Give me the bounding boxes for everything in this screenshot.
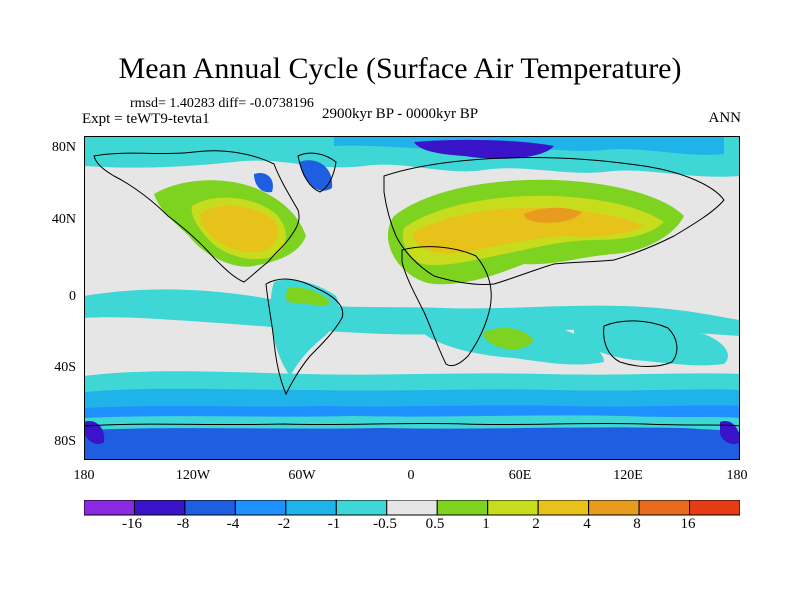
eurasia-coastline	[383, 156, 725, 285]
south-america-coastline	[265, 278, 344, 396]
antarctic-navy-patch-east	[720, 420, 740, 445]
coastlines	[84, 150, 740, 427]
colorbar-label-2: 2	[532, 516, 540, 532]
tropical-cyan-band	[84, 289, 740, 336]
colorbar-swatch-7	[436, 500, 489, 516]
colorbar-label-minus16: -16	[122, 516, 142, 532]
map-frame	[84, 136, 740, 460]
north-america-gold-region	[200, 205, 278, 253]
colorbar	[84, 500, 740, 516]
colorbar-swatch-2	[184, 500, 236, 516]
antarctica-coastline	[84, 422, 740, 427]
africa-coastline	[401, 246, 492, 367]
lat-label-40s: 40S	[54, 360, 76, 375]
colorbar-label-8: 8	[633, 516, 641, 532]
lon-label-180e: 180	[726, 468, 748, 483]
lon-label-120e: 120E	[613, 468, 643, 483]
lon-label-0: 0	[407, 468, 415, 483]
temperature-anomaly-map	[84, 136, 740, 460]
period-label: 2900kyr BP - 0000kyr BP	[321, 106, 479, 122]
colorbar-label-1: 1	[482, 516, 490, 532]
colorbar-swatch-0	[84, 500, 135, 516]
season-label: ANN	[708, 110, 742, 126]
greenland-blue-patch	[299, 160, 333, 191]
central-asia-orange-patch	[524, 207, 582, 223]
lat-label-0: 0	[69, 289, 76, 304]
lat-label-80n: 80N	[51, 140, 76, 155]
colorbar-label-minus2: -2	[277, 516, 291, 532]
plot-title: Mean Annual Cycle (Surface Air Temperatu…	[118, 52, 682, 85]
colorbar-swatch-11	[638, 500, 691, 516]
australia-cyan-region	[574, 324, 728, 366]
colorbar-label-0-5: 0.5	[425, 516, 445, 532]
experiment-label: Expt = teWT9-tevta1	[82, 111, 210, 127]
lon-label-60e: 60E	[508, 468, 532, 483]
colorbar-swatch-9	[537, 500, 590, 516]
south-africa-green-patch	[483, 327, 534, 350]
colorbar-label-16: 16	[680, 516, 696, 532]
colorbar-swatch-1	[133, 500, 186, 516]
colorbar-label-minus0-5: -0.5	[373, 516, 397, 532]
colorbar-swatch-6	[386, 500, 438, 516]
antarctic-navy-patch-west	[84, 420, 105, 445]
australia-coastline	[603, 320, 678, 367]
lat-label-40n: 40N	[51, 212, 76, 227]
colorbar-label-minus4: -4	[226, 516, 240, 532]
colorbar-swatch-10	[588, 500, 640, 516]
lon-label-60w: 60W	[288, 468, 316, 483]
rmsd-diff-stats: rmsd= 1.40283 diff= -0.0738196	[130, 96, 314, 111]
colorbar-swatch-4	[285, 500, 337, 516]
colorbar-label-minus1: -1	[327, 516, 341, 532]
canada-blue-patch	[254, 172, 273, 193]
antarctic-deep-blue-region	[84, 427, 740, 460]
colorbar-swatch-12	[689, 500, 740, 516]
arctic-navy-patch	[414, 139, 554, 159]
north-america-coastline	[93, 150, 300, 283]
colorbar-swatch-3	[234, 500, 287, 516]
colorbar-label-minus8: -8	[176, 516, 190, 532]
greenland-coastline	[297, 152, 337, 193]
lon-label-180w: 180	[73, 468, 95, 483]
lon-label-120w: 120W	[175, 468, 211, 483]
lat-label-80s: 80S	[54, 434, 76, 449]
colorbar-swatch-8	[487, 500, 539, 516]
colorbar-label-4: 4	[583, 516, 591, 532]
eurasia-gold-region	[413, 207, 644, 254]
colorbar-swatch-5	[335, 500, 388, 516]
